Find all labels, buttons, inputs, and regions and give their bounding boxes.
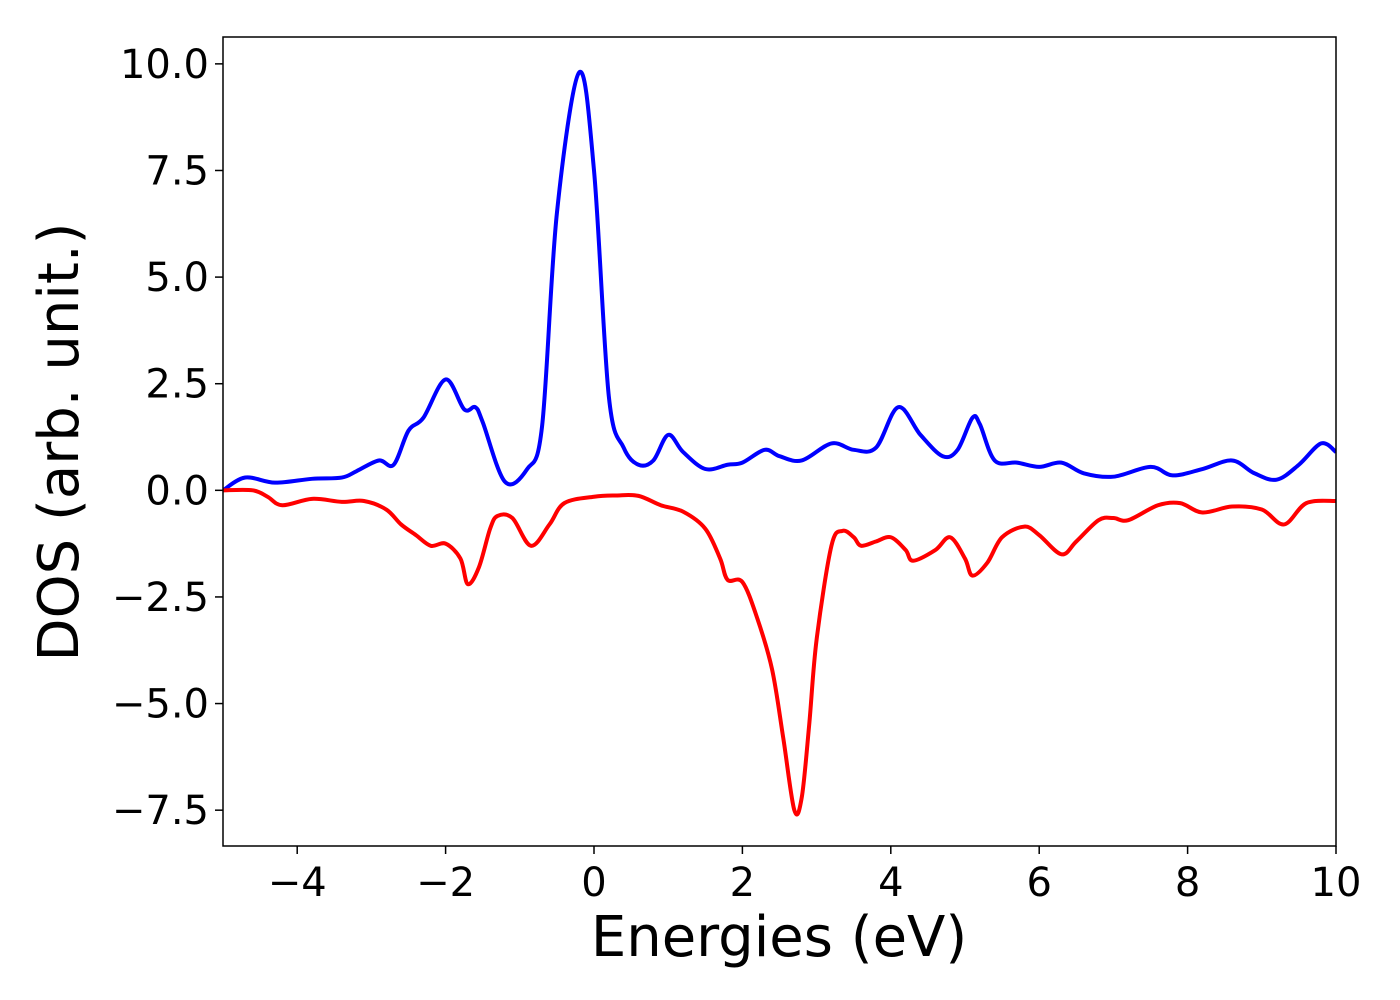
y-tick-label: −5.0 <box>112 682 209 728</box>
x-axis-label: Energies (eV) <box>591 905 967 970</box>
x-tick-label: −4 <box>268 860 327 906</box>
y-tick-label: 2.5 <box>145 362 209 408</box>
y-tick-label: −2.5 <box>112 575 209 621</box>
y-tick-label: 0.0 <box>145 468 209 514</box>
x-tick-label: 8 <box>1175 860 1200 906</box>
y-tick-label: 10.0 <box>120 42 209 88</box>
dos-line <box>223 487 1336 817</box>
x-tick-label: 4 <box>878 860 903 906</box>
plot-frame <box>222 36 1337 847</box>
y-axis-label: DOS (arb. unit.) <box>27 222 92 661</box>
y-tick-label: −7.5 <box>112 788 209 834</box>
y-tick-label: 5.0 <box>145 255 209 301</box>
x-tick-label: 6 <box>1026 860 1051 906</box>
y-tick-label: 7.5 <box>145 148 209 194</box>
dos-line <box>223 69 1336 493</box>
x-tick-label: 2 <box>730 860 755 906</box>
x-tick-label: 10 <box>1311 860 1362 906</box>
x-tick-label: −2 <box>416 860 475 906</box>
x-tick-label: 0 <box>581 860 606 906</box>
